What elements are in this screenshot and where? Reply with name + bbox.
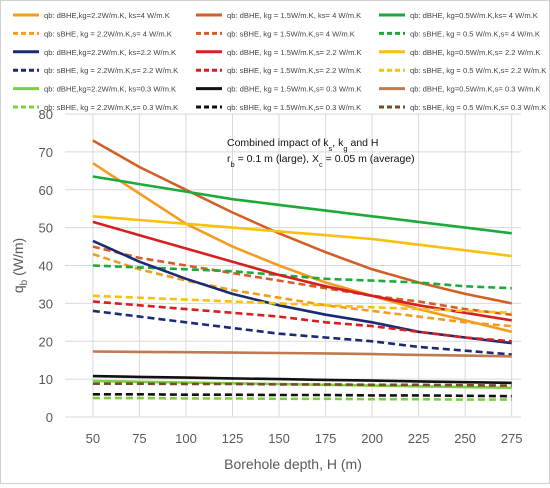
legend-label: qb: dBHE, kg = 1.5W/m.K,s= 0.3 W/m.K bbox=[227, 85, 362, 94]
series-line bbox=[92, 374, 512, 385]
x-tick-label: 50 bbox=[86, 431, 100, 446]
legend-label: qb: dBHE, kg = 1.5W/m.K,s= 2.2 W/m.K bbox=[227, 48, 362, 57]
y-tick-label: 10 bbox=[39, 372, 53, 387]
series-line bbox=[92, 220, 512, 322]
legend-label: qb: sBHE, kg = 2.2W/m.K,s= 2.2 W/m.K bbox=[44, 66, 178, 75]
series-line bbox=[92, 382, 512, 387]
legend-label: qb: sBHE, kg = 1.5W/m.K,s= 2.2 W/m.K bbox=[227, 66, 361, 75]
y-tick-label: 40 bbox=[39, 259, 53, 274]
legend-label: qb: dBHE,kg=2.2W/m.K, ks=0.3 W/m.K bbox=[44, 85, 176, 94]
x-axis-label: Borehole depth, H (m) bbox=[224, 456, 362, 472]
x-tick-label: 275 bbox=[501, 431, 523, 446]
series-line bbox=[92, 393, 512, 398]
x-tick-label: 175 bbox=[315, 431, 337, 446]
axes: 0 10 20 30 40 50 60 70 80 50 75 100 125 150 175 200 225 2… bbox=[10, 107, 523, 472]
series-lines bbox=[92, 139, 513, 401]
legend-label: qb: sBHE, kg = 0.5 W/m.K,s= 2.2 W/m.K bbox=[410, 66, 546, 75]
x-tick-label: 75 bbox=[132, 431, 146, 446]
series-line bbox=[92, 139, 512, 305]
legend: qb: dBHE,kg=2.2W/m.K, ks=4 W/m.K qb: dBHE… bbox=[13, 11, 546, 112]
legend-label: qb: sBHE, kg = 0.5 W/m.K,s= 0.3 W/m.K bbox=[410, 103, 546, 112]
series-line bbox=[92, 309, 512, 356]
series-line bbox=[92, 239, 512, 345]
series-line bbox=[92, 215, 512, 258]
legend-label: qb: sBHE, kg = 1.5W/m.K,s= 4 W/m.K bbox=[227, 29, 355, 38]
y-tick-label: 0 bbox=[46, 410, 53, 425]
legend-label: qb: dBHE, kg=0.5W/m.K,ks= 4 W/m.K bbox=[410, 11, 538, 20]
legend-label: qb: sBHE, kg = 2.2W/m.K,s= 0.3 W/m.K bbox=[44, 103, 178, 112]
legend-label: qb: sBHE, kg = 0.5 W/m.K,s= 4 W/m.K bbox=[410, 29, 540, 38]
y-tick-label: 70 bbox=[39, 145, 53, 160]
legend-label: qb: dBHE,kg=2.2W/m.K, ks=4 W/m.K bbox=[44, 11, 170, 20]
legend-label: qb: dBHE,kg=2.2W/m.K, ks=2.2 W/m.K bbox=[44, 48, 176, 57]
x-tick-label: 100 bbox=[175, 431, 197, 446]
y-tick-label: 20 bbox=[39, 334, 53, 349]
y-tick-label: 30 bbox=[39, 296, 53, 311]
series-line bbox=[92, 264, 512, 290]
x-tick-label: 225 bbox=[408, 431, 430, 446]
series-line bbox=[92, 294, 512, 315]
legend-label: qb: dBHE, kg = 1.5W/m.K, ks= 4 W/m.K bbox=[227, 11, 361, 20]
chart-annotation: Combined impact of ks, kg and Hrb = 0.1 … bbox=[227, 137, 415, 169]
legend-label: qb: sBHE, kg = 1.5W/m.K,s= 0.3 W/m.K bbox=[227, 103, 361, 112]
legend-label: qb: sBHE, kg = 2.2W/m.K,s= 4 W/m.K bbox=[44, 29, 172, 38]
annotation-line-1: Combined impact of ks, kg and H bbox=[227, 137, 379, 153]
series-line bbox=[92, 162, 513, 334]
x-tick-label: 125 bbox=[222, 431, 244, 446]
y-tick-label: 80 bbox=[39, 107, 53, 122]
series-line bbox=[92, 396, 512, 401]
annotation-line-2: rb = 0.1 m (large), Xc = 0.05 m (average… bbox=[227, 153, 415, 169]
series-line bbox=[92, 350, 512, 358]
y-tick-label: 60 bbox=[39, 183, 53, 198]
legend-label: qb: dBHE, kg=0.5W/m.K,s= 0.3 W/m.K bbox=[410, 85, 540, 94]
legend-label: qb: dBHE, kg=0.5W/m.K,s= 2.2 W/m.K bbox=[410, 48, 540, 57]
x-tick-label: 250 bbox=[454, 431, 476, 446]
x-tick-label: 150 bbox=[268, 431, 290, 446]
y-tick-label: 50 bbox=[39, 221, 53, 236]
series-line bbox=[92, 245, 512, 316]
y-axis-label: qb (W/m) bbox=[10, 238, 30, 293]
series-line bbox=[92, 300, 512, 343]
series-line bbox=[92, 175, 512, 235]
series-line bbox=[92, 252, 512, 328]
x-tick-label: 200 bbox=[361, 431, 383, 446]
